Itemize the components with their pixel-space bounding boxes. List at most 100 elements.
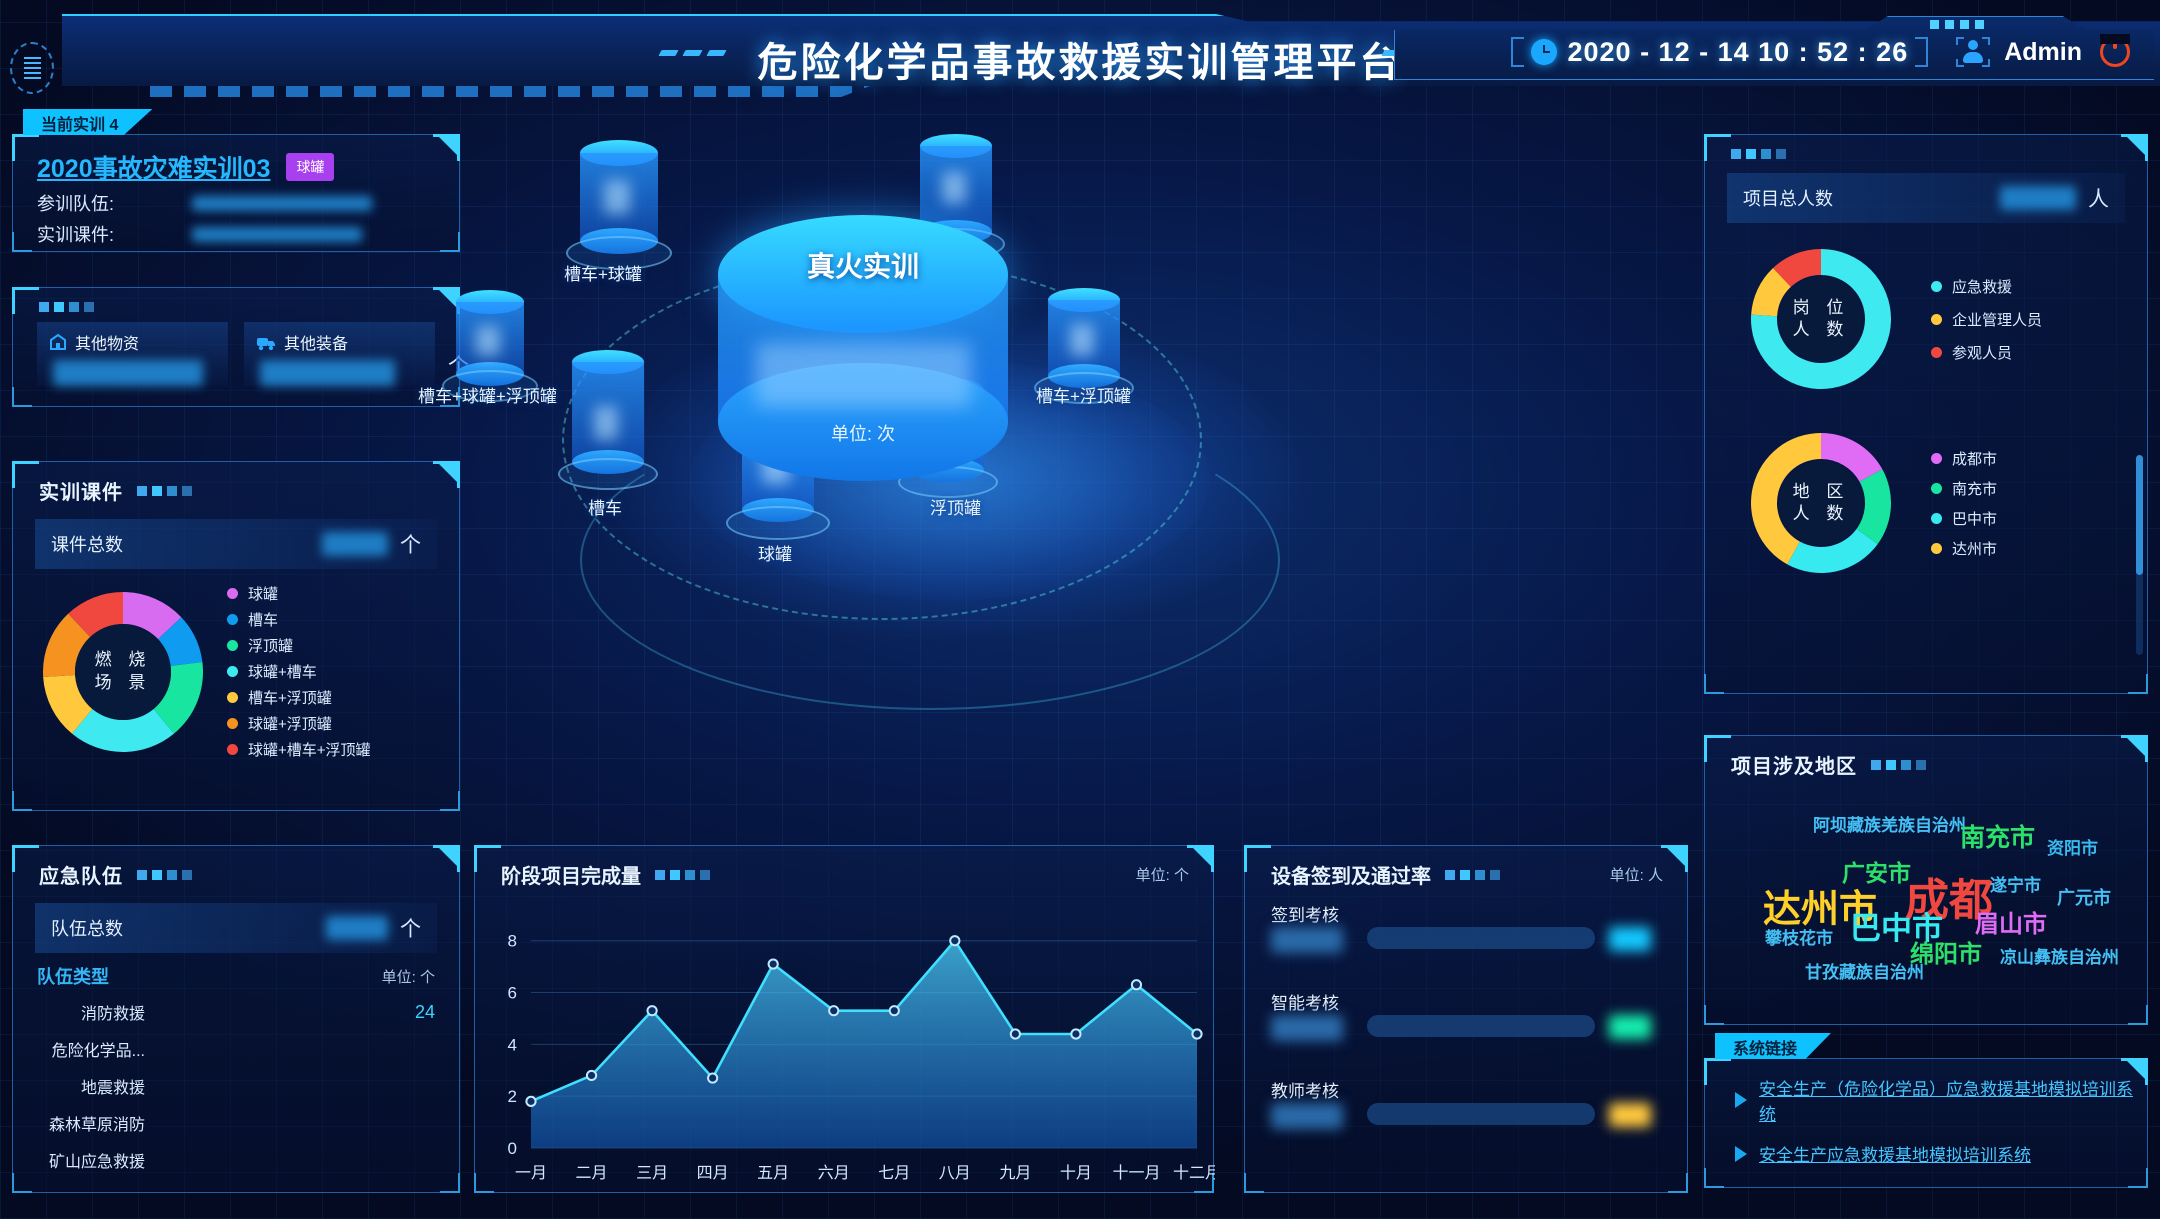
squares-icon <box>137 869 192 880</box>
scene-node-cylinder[interactable] <box>558 350 658 490</box>
legend-item[interactable]: 槽车+浮顶罐 <box>227 687 371 708</box>
legend-item[interactable]: 巴中市 <box>1931 508 1997 529</box>
wordcloud-word[interactable]: 甘孜藏族自治州 <box>1805 963 1924 982</box>
emergency-teams-panel: 应急队伍 队伍总数 个 队伍类型 单位: 个 消防救援 24 危险化学品... 0… <box>12 845 460 1193</box>
equipment-name: 教师考核 <box>1271 1082 1339 1101</box>
wordcloud-word[interactable]: 巴中市 <box>1850 911 1943 946</box>
wordcloud-word[interactable]: 资阳市 <box>2047 839 2098 858</box>
legend-label: 成都市 <box>1952 450 1998 468</box>
equipment-track <box>1367 927 1595 949</box>
donut-slice[interactable] <box>43 613 91 677</box>
region-count-chart: 地 区人 数 成都市 南充市 巴中市 达州市 <box>1705 433 2147 573</box>
scene-node-cylinder[interactable] <box>566 140 672 270</box>
material-card[interactable]: 其他物资 <box>37 322 228 386</box>
menu-button[interactable] <box>10 42 54 94</box>
wordcloud-word[interactable]: 遂宁市 <box>1990 876 2041 895</box>
donut-slice[interactable] <box>1751 267 1791 317</box>
wordcloud-word[interactable]: 攀枝花市 <box>1765 929 1833 948</box>
legend-item[interactable]: 南充市 <box>1931 478 1997 499</box>
donut-slice[interactable] <box>72 708 174 752</box>
donut-slice[interactable] <box>153 661 203 734</box>
legend-item[interactable]: 应急救援 <box>1931 276 2042 297</box>
system-link-row[interactable]: 安全生产应急救援基地模拟培训系统 <box>1735 1141 2147 1166</box>
wordcloud-word[interactable]: 广元市 <box>2057 888 2111 908</box>
user-menu[interactable]: Admin <box>1942 37 2082 67</box>
legend-label: 南充市 <box>1952 480 1998 498</box>
legend-item[interactable]: 球罐+浮顶罐 <box>227 713 371 734</box>
wordcloud-word[interactable]: 绵阳市 <box>1910 941 1982 968</box>
orbit-solid-icon <box>580 410 1280 710</box>
materials-panel: 其他物资 其他装备 个 <box>12 287 469 407</box>
bar-row: 地震救援 0 <box>37 1071 435 1101</box>
equipment-row: 签到考核 <box>1271 901 1661 977</box>
legend-item[interactable]: 企业管理人员 <box>1931 309 2042 330</box>
legend-item[interactable]: 球罐+槽车 <box>227 661 371 682</box>
wordcloud-word[interactable]: 南充市 <box>1960 824 2036 852</box>
user-name: Admin <box>2004 37 2082 66</box>
scene-node-cylinder[interactable] <box>442 290 538 402</box>
legend-label: 达州市 <box>1952 540 1998 558</box>
data-point[interactable] <box>949 935 961 947</box>
data-point[interactable] <box>585 1069 598 1082</box>
region-title-row: 项目涉及地区 <box>1705 736 2147 779</box>
donut-slice[interactable] <box>43 674 93 734</box>
data-point[interactable] <box>646 1005 658 1017</box>
donut-slice[interactable] <box>157 616 203 666</box>
phase-completion-panel: 阶段项目完成量 单位: 个 0 2 4 6 8 一月 二月 三月 四月 五月 六月 七月 八月 九月 十月 十… <box>474 845 1215 1193</box>
data-point[interactable] <box>525 1095 537 1107</box>
datetime-display: 2020 - 12 - 14 10 : 52 : 26 <box>1515 37 1925 68</box>
people-scrollbar[interactable] <box>2136 455 2143 655</box>
system-link[interactable]: 安全生产应急救援基地模拟培训系统 <box>1759 1146 2031 1165</box>
wordcloud-word[interactable]: 眉山市 <box>1975 911 2047 938</box>
power-icon[interactable] <box>2100 34 2130 67</box>
donut-slice[interactable] <box>123 591 182 639</box>
team-type-bars: 消防救援 24 危险化学品... 0 地震救援 0 森林草原消防 0 矿山应急救援 0 <box>37 997 435 1175</box>
donut-slice[interactable] <box>1856 469 1891 545</box>
legend-item[interactable]: 浮顶罐 <box>227 635 371 656</box>
courseware-panel: 实训课件 课件总数 个 燃 烧场 景 球罐 槽车 浮顶 <box>12 461 460 811</box>
data-point[interactable] <box>1009 1028 1021 1040</box>
data-point[interactable] <box>1191 1028 1203 1040</box>
donut-slice[interactable] <box>1787 528 1878 573</box>
data-point[interactable] <box>767 958 779 970</box>
data-point[interactable] <box>888 1005 900 1017</box>
arrow-right-icon <box>1735 1145 1747 1162</box>
wordcloud-word[interactable]: 广安市 <box>1842 860 1911 886</box>
equipment-card-label: 其他装备 <box>284 336 349 353</box>
menu-lines-icon <box>23 67 41 69</box>
system-link-row[interactable]: 安全生产（危险化学品）应急救援基地模拟培训系统 <box>1735 1075 2147 1125</box>
data-point[interactable] <box>1130 979 1143 991</box>
legend-item[interactable]: 达州市 <box>1931 538 1997 559</box>
y-tick: 2 <box>508 1087 517 1106</box>
data-point[interactable] <box>1070 1028 1082 1040</box>
header-right-group: 2020 - 12 - 14 10 : 52 : 26 Admin <box>1489 22 2147 82</box>
legend-item[interactable]: 参观人员 <box>1931 342 2042 363</box>
squares-icon <box>1871 759 1926 770</box>
legend-item[interactable]: 球罐+槽车+浮顶罐 <box>227 739 371 760</box>
region-donut: 地 区人 数 <box>1751 433 1891 573</box>
donut-slice[interactable] <box>1751 433 1821 565</box>
current-training-link[interactable]: 2020事故灾难实训03 <box>37 155 271 183</box>
legend-item[interactable]: 成都市 <box>1931 448 1997 469</box>
legend-label: 球罐 <box>248 586 279 603</box>
courseware-total-label: 课件总数 <box>51 535 123 555</box>
legend-label: 巴中市 <box>1952 510 1998 528</box>
donut-slice[interactable] <box>1773 249 1821 287</box>
legend-item[interactable]: 球罐 <box>227 583 371 604</box>
system-link[interactable]: 安全生产（危险化学品）应急救援基地模拟培训系统 <box>1759 1080 2133 1124</box>
data-point[interactable] <box>707 1072 719 1084</box>
equipment-card[interactable]: 其他装备 个 <box>244 322 469 386</box>
data-point[interactable] <box>828 1005 840 1017</box>
scene-node-cylinder[interactable] <box>1034 288 1134 404</box>
wordcloud-word[interactable]: 成都 <box>1905 876 1993 925</box>
wordcloud-word[interactable]: 达州市 <box>1763 889 1878 931</box>
wordcloud-word[interactable]: 凉山彝族自治州 <box>2000 948 2119 967</box>
legend-item[interactable]: 槽车 <box>227 609 371 630</box>
hub-cylinder[interactable]: 真火实训 单位: 次 <box>718 215 1008 515</box>
donut-slice[interactable] <box>1821 433 1883 482</box>
donut-slice[interactable] <box>1751 249 1891 389</box>
wordcloud-word[interactable]: 阿坝藏族羌族自治州 <box>1813 816 1966 835</box>
x-tick: 三月 <box>636 1165 668 1182</box>
legend-label: 参观人员 <box>1952 344 2013 362</box>
page-header: 危险化学品事故救援实训管理平台 2020 - 12 - 14 10 : 52 :… <box>0 0 2160 104</box>
